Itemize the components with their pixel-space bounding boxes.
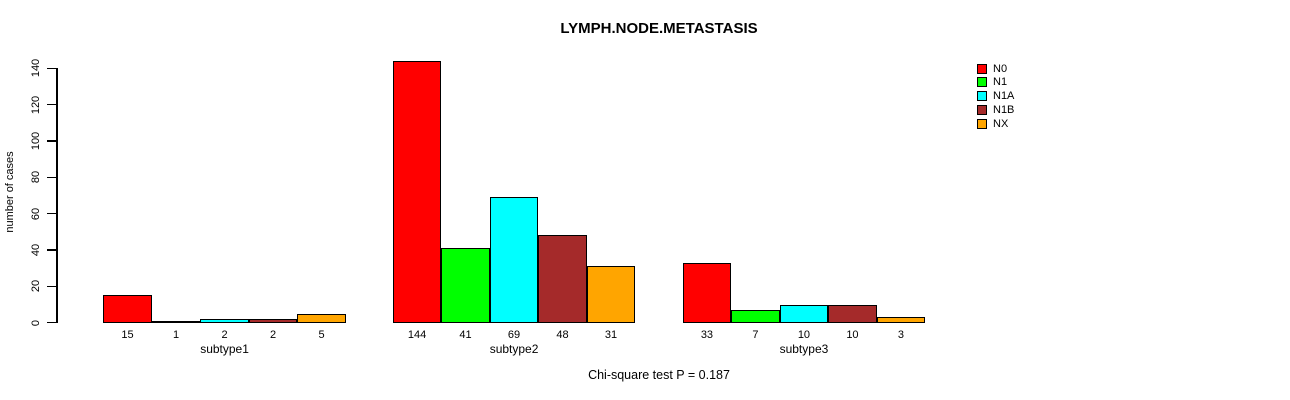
category-label-subtype2: subtype2 — [489, 342, 539, 356]
legend-swatch-NX — [977, 118, 987, 129]
bar-subtype1-N1B — [248, 319, 298, 323]
category-label-subtype1: subtype1 — [200, 342, 249, 356]
legend-label-N1A: N1A — [993, 90, 1015, 103]
bar-subtype1-N1 — [151, 320, 201, 323]
bar-value-label-subtype3-N1A: 10 — [797, 328, 811, 341]
y-axis-tick-140 — [47, 67, 56, 70]
bar-value-label-subtype3-N0: 33 — [700, 328, 714, 341]
bar-subtype3-N1A — [779, 304, 829, 323]
y-axis-tick-100 — [47, 140, 56, 142]
bar-subtype2-NX — [586, 266, 636, 323]
bar-subtype2-N1 — [441, 248, 490, 323]
bar-subtype1-NX — [297, 313, 346, 323]
legend-label-NX: NX — [993, 117, 1009, 130]
y-axis-tick-20 — [47, 285, 56, 288]
legend-swatch-N1A — [977, 91, 987, 102]
y-axis-line — [56, 68, 58, 323]
bar-value-label-subtype2-N1A: 69 — [507, 328, 521, 341]
y-axis-tick-80 — [47, 176, 56, 179]
category-label-subtype3: subtype3 — [779, 342, 829, 356]
legend-swatch-N0 — [977, 63, 987, 74]
bar-value-label-subtype2-N1B: 48 — [556, 328, 569, 341]
bar-subtype3-N1 — [731, 309, 780, 323]
legend-swatch-N1 — [977, 77, 987, 88]
bar-value-label-subtype1-NX: 5 — [318, 328, 325, 341]
bar-value-label-subtype3-N1: 7 — [752, 328, 759, 341]
bar-value-label-subtype2-N0: 144 — [407, 328, 427, 341]
chart-title: LYMPH.NODE.METASTASIS — [560, 20, 758, 37]
bar-subtype2-N1A — [489, 197, 539, 323]
bar-subtype3-N1B — [828, 304, 877, 323]
y-axis-tick-40 — [47, 249, 56, 251]
y-axis-tick-0 — [47, 321, 56, 324]
legend-label-N1B: N1B — [993, 103, 1015, 116]
bar-value-label-subtype2-N1: 41 — [459, 328, 472, 341]
bar-subtype1-N0 — [103, 295, 152, 323]
bar-subtype2-N0 — [392, 61, 442, 323]
legend-label-N1: N1 — [993, 76, 1008, 89]
bar-subtype2-N1B — [538, 235, 587, 323]
bar-subtype1-N1A — [200, 319, 249, 323]
chi-square-annotation: Chi-square test P = 0.187 — [588, 368, 730, 382]
y-axis-tick-120 — [47, 103, 56, 106]
y-axis-tick-60 — [47, 212, 56, 215]
bar-value-label-subtype1-N0: 15 — [121, 328, 134, 341]
bar-value-label-subtype1-N1: 1 — [172, 328, 180, 341]
bar-value-label-subtype1-N1B: 2 — [269, 328, 277, 341]
bar-value-label-subtype3-NX: 3 — [897, 328, 904, 341]
bar-subtype3-NX — [876, 317, 926, 323]
bar-value-label-subtype1-N1A: 2 — [221, 328, 228, 341]
bar-value-label-subtype2-NX: 31 — [604, 328, 618, 341]
legend-label-N0: N0 — [993, 62, 1008, 75]
bar-subtype3-N0 — [682, 262, 732, 323]
legend-swatch-N1B — [977, 104, 987, 115]
bar-value-label-subtype3-N1B: 10 — [846, 328, 859, 341]
